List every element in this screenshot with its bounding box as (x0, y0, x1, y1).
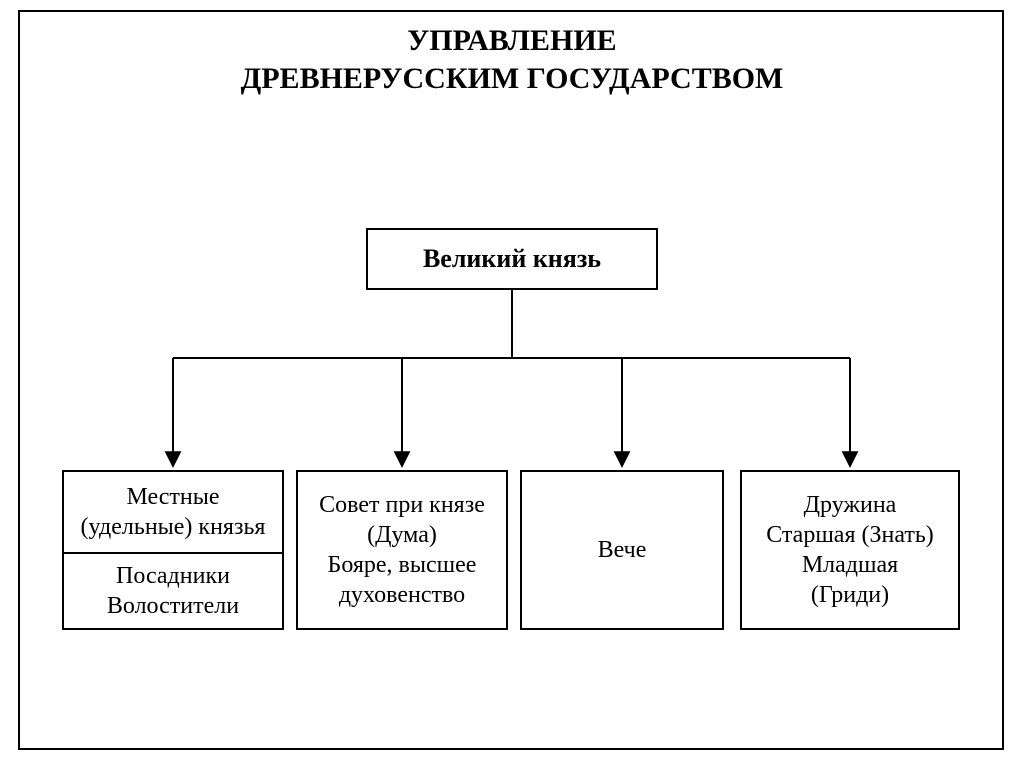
child-node-0: Местные(удельные) князьяПосадникиВолости… (62, 470, 284, 630)
diagram-title: УПРАВЛЕНИЕ ДРЕВНЕРУССКИМ ГОСУДАРСТВОМ (0, 22, 1024, 97)
child-node-2: Вече (520, 470, 724, 630)
child-node-0-cell-1: ПосадникиВолостители (62, 554, 284, 630)
root-node-grand-prince: Великий князь (366, 228, 658, 290)
title-line1: УПРАВЛЕНИЕ (407, 24, 616, 57)
diagram-frame (18, 10, 1004, 750)
title-line2: ДРЕВНЕРУССКИМ ГОСУДАРСТВОМ (241, 62, 784, 95)
child-node-1: Совет при князе(Дума)Бояре, высшеедухове… (296, 470, 508, 630)
child-node-3: ДружинаСтаршая (Знать)Младшая(Гриди) (740, 470, 960, 630)
child-node-0-cell-0: Местные(удельные) князья (62, 470, 284, 554)
root-label: Великий князь (423, 243, 601, 276)
